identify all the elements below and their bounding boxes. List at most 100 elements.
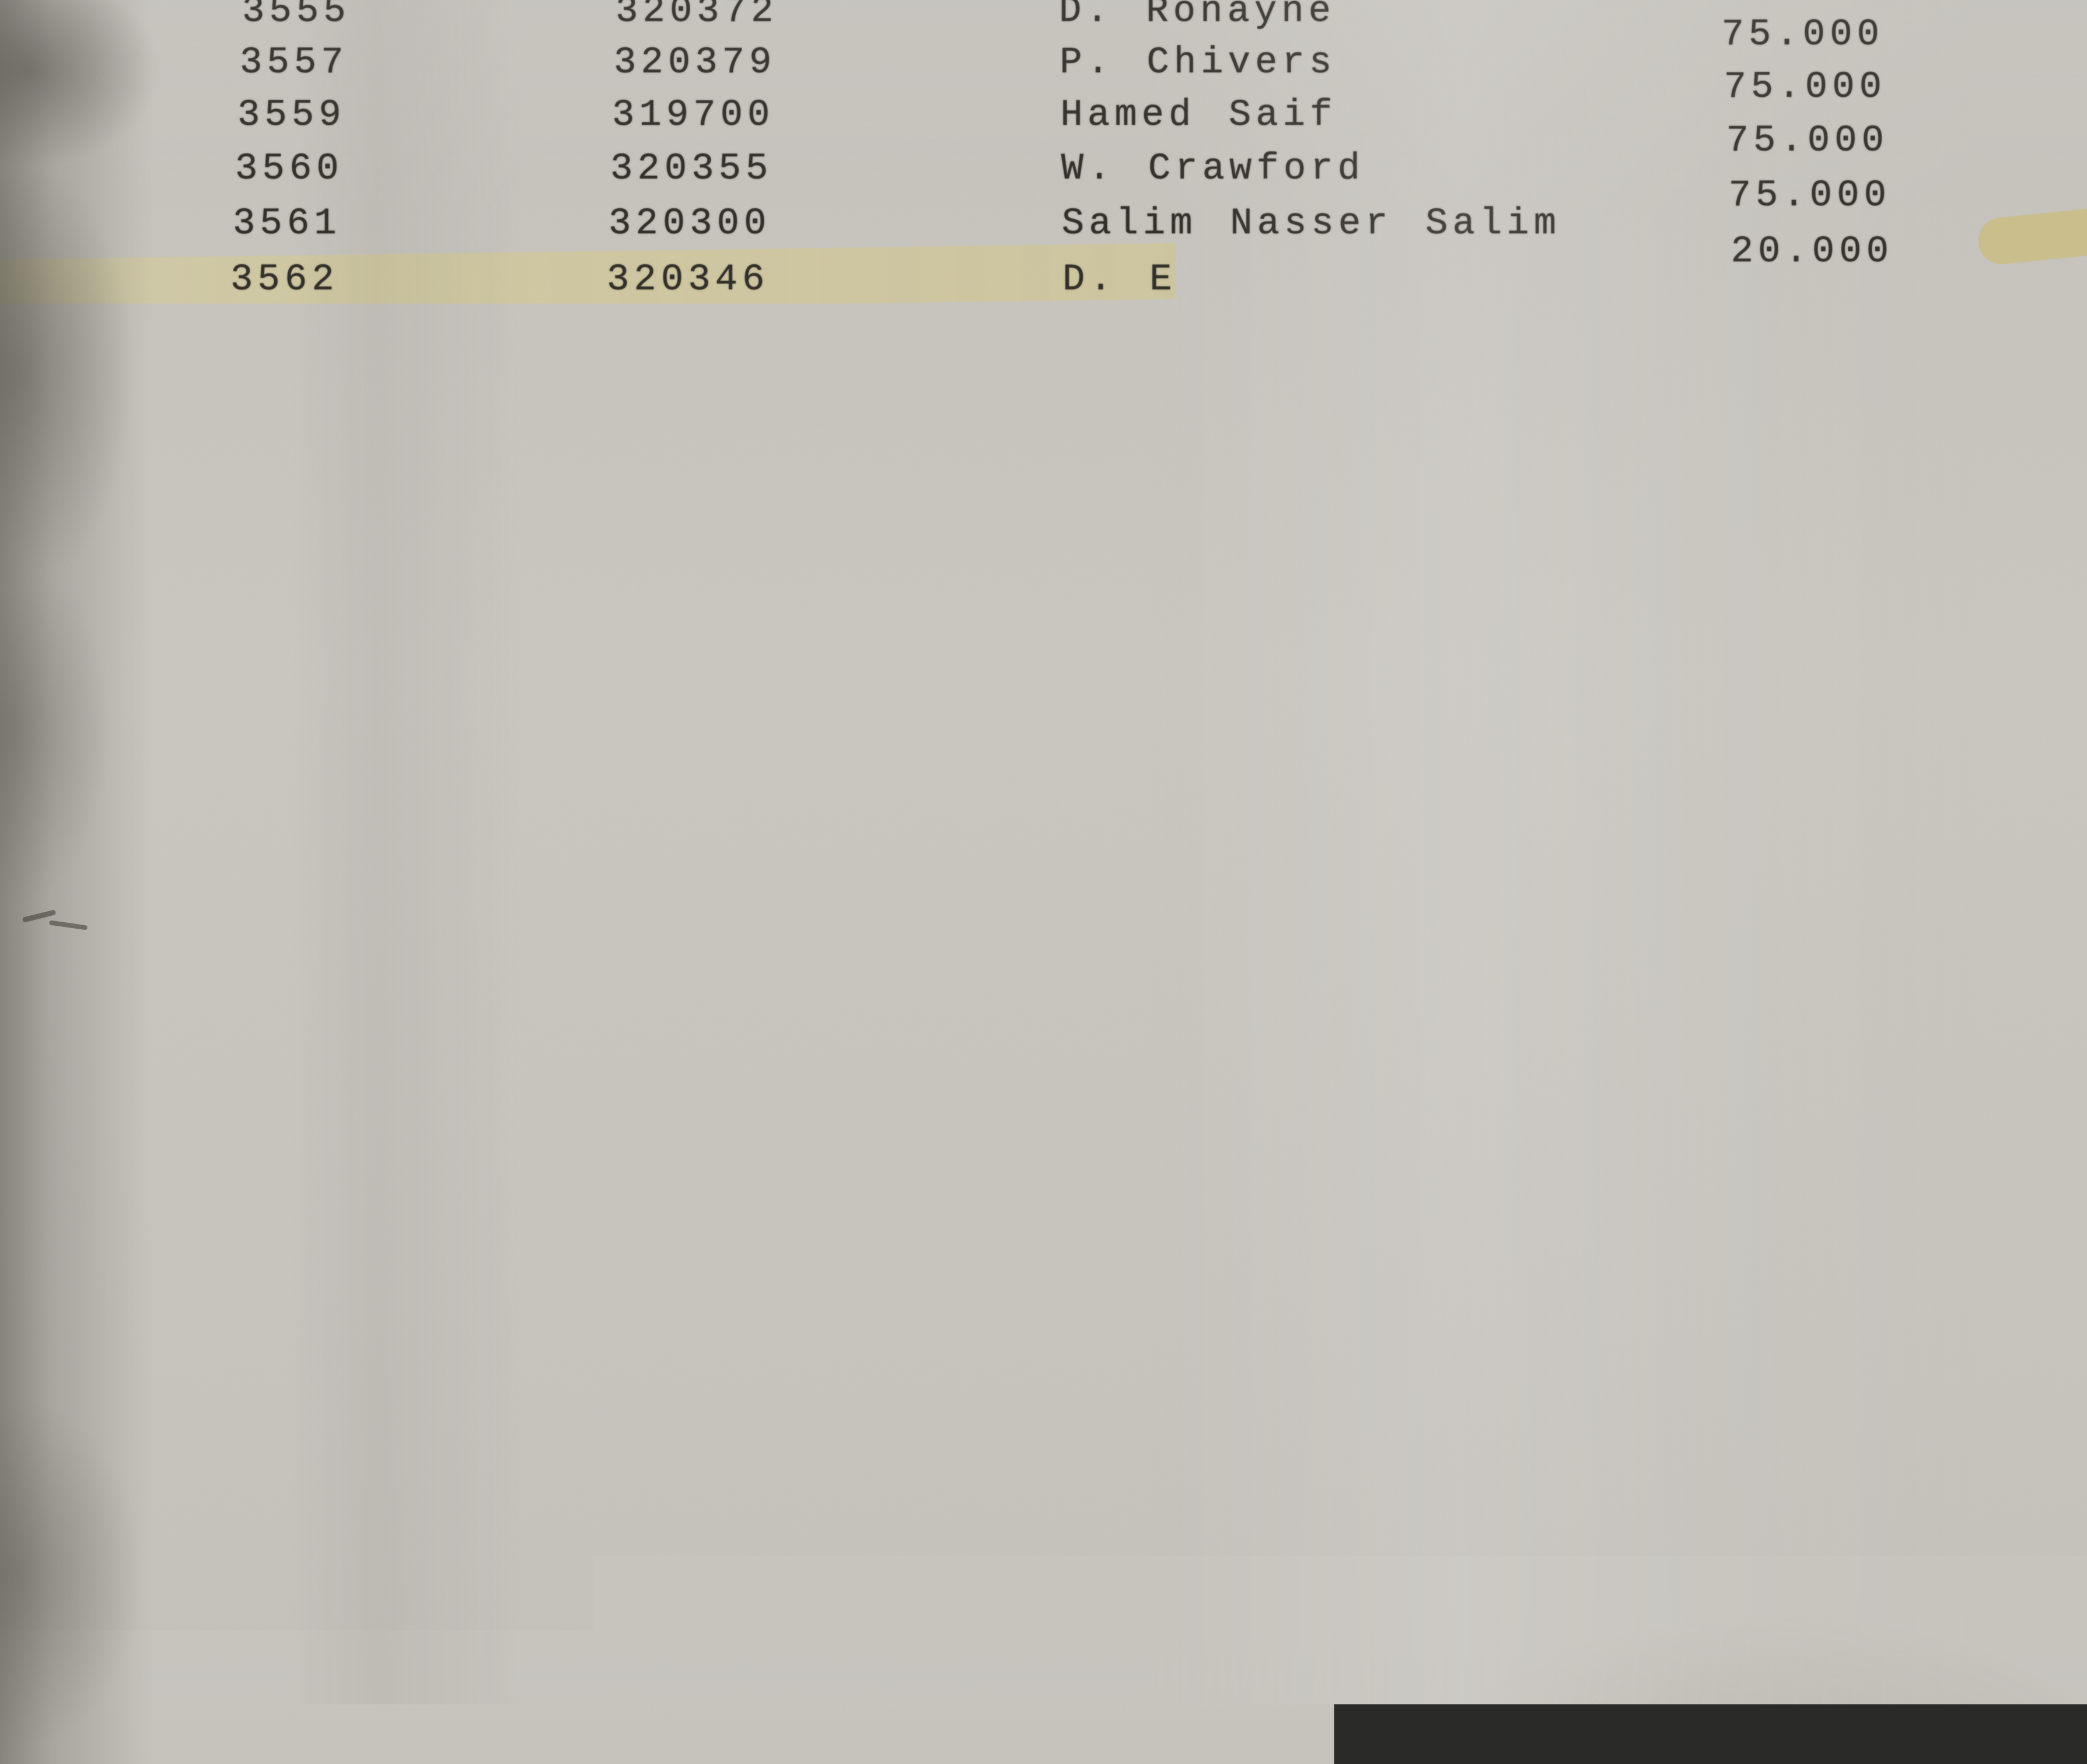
name-cell: S. Ogden [1064, 377, 1670, 414]
lot-number-cell: 3561 [233, 205, 606, 243]
amount-cell: 25.000 [1726, 1679, 1942, 1716]
name-cell: R. Stalker [1072, 1096, 1679, 1133]
lot-number-cell: 3564 [226, 377, 599, 414]
amount-cell: 20.000 [1708, 1068, 1924, 1105]
table-row: 7190 84087 T. Holloman 25.000 [0, 1684, 2087, 1764]
serial-number-cell: 318602 [589, 886, 1033, 923]
amount-cell: 20.000 [1684, 408, 1900, 446]
amount-cell: 85.000 [1722, 1519, 1938, 1556]
amount-cell: 5.000 [1724, 1598, 1940, 1636]
serial-number-cell: 318632 [595, 686, 1038, 723]
serial-number-cell: 320300 [609, 205, 1052, 243]
serial-number-cell: 320357 [603, 377, 1047, 414]
serial-number-cell: 318612 [588, 954, 1031, 992]
lot-number-cell: 3560 [235, 150, 609, 188]
name-cell: P. Hodkinson [1073, 1241, 1680, 1279]
serial-number-cell: 318611 [582, 1168, 1026, 1205]
name-cell: P. Wise [1074, 1392, 1681, 1429]
name-cell: W. Crawford [1061, 150, 1668, 188]
table-row: 2571 318602 D. Taylor 75.000 [0, 862, 2087, 931]
table-row: 2568 318623 R. Perry 20.000 [0, 728, 2087, 794]
name-cell: D. Taylor [1069, 886, 1676, 923]
serial-number-cell: 320359 [602, 436, 1045, 474]
amount-cell: 75.000 [1673, 123, 1889, 160]
serial-number-cell: 320370 [598, 559, 1041, 596]
table-row: 2577 318629 P. Hodkinson 20.000 [0, 1218, 2087, 1293]
lot-number-cell: 7190 [181, 1707, 555, 1744]
serial-number-cell: 84087 [570, 1707, 1013, 1744]
serial-number-cell: 318629 [581, 1241, 1024, 1279]
name-cell: A. Cook [1076, 1547, 1683, 1584]
name-cell: Hafidh Hamed Suleiman [1067, 686, 1674, 723]
table-row: 2575 318609 R. Stalker 20.000 [0, 1072, 2087, 1144]
table-row: 3563 320356 P. Wise 20.000 [0, 295, 2087, 354]
name-cell: L. Mills [1071, 1024, 1677, 1062]
table-row: 2579 318604 D. Harsron 20.000 [0, 1293, 2087, 1368]
table-row: 3561 320300 Salim Nasser Salim 75.000 [0, 182, 2087, 238]
name-cell: P. Gill [1065, 436, 1672, 474]
amount-cell: 20.000 [1691, 594, 1907, 631]
serial-number-cell: 319700 [612, 97, 1055, 134]
table-row: 3567 320370 J. McDonald 20.000 [0, 536, 2087, 598]
amount-cell: 20.000 [1710, 1140, 1926, 1177]
serial-number-cell: 84088 [574, 1547, 1017, 1584]
lot-number-cell: 2573 [202, 1024, 576, 1062]
amount-cell: 20.000 [1682, 349, 1898, 386]
name-cell: D. Harsron [1074, 1316, 1680, 1353]
lot-number-cell: 3555 [242, 0, 616, 30]
amount-cell: 75.000 [1701, 858, 1917, 895]
lot-number-cell: 7189 [184, 1626, 557, 1664]
section-header-row: TRIUMPH [0, 1446, 2087, 1524]
amount-cell: 20.000 [1680, 290, 1896, 328]
lot-number-cell: 3566 [221, 497, 595, 534]
table-row: 7192 84088 A. Cook 85.000 [0, 1524, 2087, 1603]
name-cell: T. Holloman [1076, 1626, 1683, 1664]
table-row: 7189 84090 T. Holloman 5.000 [0, 1603, 2087, 1684]
amount-cell: 20.000 [1715, 1288, 1931, 1325]
lot-number-cell: 3563 [228, 318, 602, 356]
serial-number-cell: 320356 [605, 318, 1048, 356]
lot-number-cell: 2575 [200, 1096, 574, 1133]
table-row: 2573 318625 L. Mills 75.000 [0, 1001, 2087, 1072]
serial-number-cell: 84090 [572, 1626, 1015, 1664]
serial-number-cell: 318604 [579, 1316, 1022, 1353]
amount-cell: 20.000 [1717, 1364, 1933, 1401]
amount-cell: 75.000 [1670, 69, 1886, 106]
lot-number-cell: 3568 [216, 622, 590, 659]
lot-number-cell: 3557 [240, 44, 613, 82]
table-row: 3568 320344 D. Healey 20.000 [0, 598, 2087, 663]
serial-number-cell: 318625 [586, 1024, 1029, 1062]
lot-number-cell: 3559 [237, 97, 611, 134]
name-cell: C. Fiske [1070, 954, 1677, 992]
serial-number-cell: 320355 [610, 150, 1054, 188]
serial-number-cell: 320372 [616, 0, 1059, 30]
table-row: 3566 320347 M. Pearce 20.000 [0, 474, 2087, 536]
table-row: 3562 320346 D. Errington 20.000 [0, 238, 2087, 295]
name-cell: Hamed Saif [1060, 97, 1667, 134]
serial-number-cell: 320346 [607, 261, 1050, 299]
table-row: 2572 318612 C. Fiske 25.000 [0, 931, 2087, 1001]
lot-number-cell: 2572 [205, 954, 578, 992]
lot-number-cell: 7192 [186, 1547, 560, 1584]
serial-number-cell: 318609 [584, 1096, 1027, 1133]
lot-number-cell: 2568 [212, 751, 585, 789]
lot-number-cell: 3562 [230, 261, 604, 299]
name-cell: M. Pearce [1065, 497, 1672, 534]
amount-cell: 20.000 [1689, 531, 1905, 568]
amount-cell: 20.000 [1677, 233, 1893, 271]
table-row: 3565 320359 P. Gill 20.000 [0, 413, 2087, 474]
amount-cell: 25.000 [1703, 926, 1919, 964]
lot-number-cell: 2571 [207, 886, 581, 923]
amount-cell: 20.000 [1698, 790, 1914, 827]
lot-number-cell: 2567 [214, 686, 588, 723]
name-cell: D. Ronayne [1059, 0, 1666, 30]
name-cell: D. Errington [1062, 261, 1669, 299]
amount-cell: 20.000 [1712, 1213, 1928, 1251]
name-cell: D. Healey [1067, 622, 1673, 659]
amount-cell: 75.000 [1668, 16, 1884, 54]
lot-number-cell: 2577 [195, 1241, 569, 1279]
name-cell: J. McDonald [1066, 559, 1673, 596]
amount-cell: 75.000 [1675, 177, 1891, 215]
serial-number-cell: 318605 [577, 1392, 1020, 1429]
name-cell: P. Wise [1063, 318, 1670, 356]
